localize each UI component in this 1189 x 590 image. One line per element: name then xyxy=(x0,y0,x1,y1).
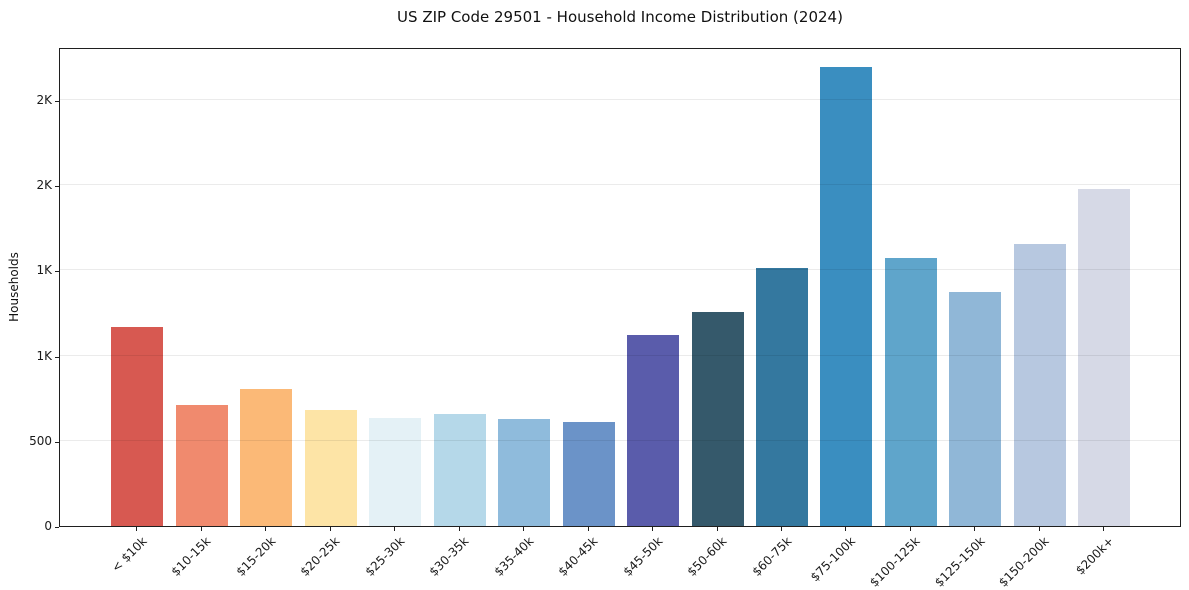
x-tick-label: $150-200k xyxy=(996,534,1052,590)
x-tick-label: $25-30k xyxy=(362,534,408,579)
gridline-y xyxy=(60,354,1180,356)
x-tick-label: $125-150k xyxy=(931,534,988,590)
bar-15-20k xyxy=(240,388,293,526)
chart-title: US ZIP Code 29501 - Household Income Dis… xyxy=(397,8,843,26)
x-tick-label: $40-45k xyxy=(555,534,601,579)
bar-40-45k xyxy=(562,422,615,526)
x-tick-label: < $10k xyxy=(108,534,150,575)
bar-25-30k xyxy=(369,417,422,526)
bar-30-35k xyxy=(433,413,486,526)
bar-100-125k xyxy=(884,257,937,526)
x-axis-tick-mark xyxy=(523,527,525,531)
bar-50-60k xyxy=(691,312,744,526)
x-tick-label: $100-125k xyxy=(867,534,923,590)
x-axis-tick-mark xyxy=(1103,527,1105,531)
x-tick-label: $15-20k xyxy=(233,534,279,579)
x-axis-tick-mark xyxy=(200,527,202,531)
x-tick-label: $60-75k xyxy=(749,534,794,579)
bar-150-200k xyxy=(1013,243,1066,526)
y-axis-tick-mark xyxy=(55,100,59,102)
x-axis-tick-mark xyxy=(845,527,847,531)
y-axis-tick-mark xyxy=(55,441,59,443)
x-tick-label: $200k+ xyxy=(1072,534,1117,578)
x-axis-tick-mark xyxy=(716,527,718,531)
x-axis-tick-mark xyxy=(136,527,138,531)
bar-75-100k xyxy=(820,66,873,526)
bar-10-15k xyxy=(175,404,228,526)
y-tick-label: 500 xyxy=(29,433,52,448)
x-tick-label: $35-40k xyxy=(491,534,537,579)
x-tick-label: $10-15k xyxy=(168,534,214,579)
plot-area xyxy=(59,48,1181,527)
x-tick-label: $75-100k xyxy=(808,534,859,585)
y-tick-label: 1K xyxy=(36,348,52,363)
x-axis-tick-mark xyxy=(909,527,911,531)
y-tick-label: 0 xyxy=(44,519,52,533)
gridline-y xyxy=(60,184,1180,186)
x-tick-label: $30-35k xyxy=(426,534,472,579)
x-axis-tick-mark xyxy=(1038,527,1040,531)
bar-200k xyxy=(1078,189,1131,526)
y-axis-tick-mark xyxy=(55,271,59,273)
bar-45-50k xyxy=(627,335,680,526)
x-axis-tick-mark xyxy=(587,527,589,531)
x-axis-tick-mark xyxy=(265,527,267,531)
x-axis-tick-mark xyxy=(394,527,396,531)
gridline-y xyxy=(60,98,1180,100)
x-axis-tick-mark xyxy=(458,527,460,531)
gridline-y xyxy=(60,269,1180,271)
y-tick-label: 1K xyxy=(36,263,52,278)
x-axis-tick-mark xyxy=(329,527,331,531)
bar-20-25k xyxy=(304,410,357,526)
bar-125-150k xyxy=(949,291,1002,526)
y-axis-tick-mark xyxy=(55,356,59,358)
y-tick-label: 2K xyxy=(36,178,52,193)
x-tick-label: $50-60k xyxy=(684,534,730,579)
bar-60-75k xyxy=(756,267,808,526)
y-axis-tick-mark xyxy=(55,527,59,528)
x-axis-tick-mark xyxy=(974,527,976,531)
bar-35-40k xyxy=(498,419,551,526)
bar-10k xyxy=(111,327,164,526)
x-axis-tick-mark xyxy=(652,527,654,531)
x-tick-label: $20-25k xyxy=(297,534,343,579)
x-axis-tick-mark xyxy=(781,527,782,531)
gridline-y xyxy=(60,439,1180,441)
x-tick-label: $45-50k xyxy=(620,534,665,579)
y-tick-label: 2K xyxy=(36,92,52,107)
y-axis-tick-mark xyxy=(55,186,59,188)
